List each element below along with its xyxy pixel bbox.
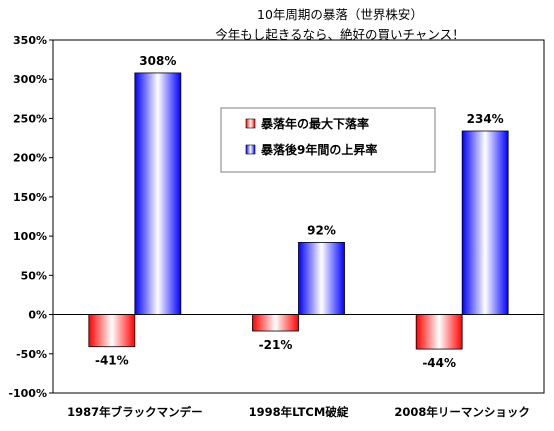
- data-label: 92%: [307, 223, 336, 237]
- chart-title-line-1: 10年周期の暴落（世界株安）: [257, 7, 423, 22]
- y-tick-label: -100%: [8, 387, 47, 400]
- x-category-label: 1998年LTCM破綻: [249, 405, 349, 419]
- data-label: -44%: [422, 356, 456, 370]
- bar-decline: [415, 314, 463, 350]
- x-category-label: 2008年リーマンショック: [394, 405, 530, 419]
- bar-decline: [252, 314, 299, 332]
- bar-rise: [134, 72, 182, 315]
- legend-label-rise: 暴落後9年間の上昇率: [260, 142, 377, 157]
- bars: [88, 72, 509, 350]
- y-tick-label: 250%: [13, 112, 47, 125]
- y-tick-label: 300%: [13, 73, 47, 86]
- y-tick-label: 100%: [13, 230, 47, 243]
- y-tick-label: 50%: [21, 269, 47, 282]
- chart-title-line-2: 今年もし起きるなら、絶好の買いチャンス！: [215, 27, 464, 42]
- bar-rise: [461, 130, 509, 315]
- x-category-label: 1987年ブラックマンデー: [67, 405, 203, 419]
- legend: 暴落年の最大下落率 暴落後9年間の上昇率: [220, 107, 436, 173]
- data-label: -41%: [95, 354, 129, 368]
- x-axis: 1987年ブラックマンデー 1998年LTCM破綻 2008年リーマンショック: [67, 405, 530, 419]
- y-tick-label: 350%: [13, 34, 47, 47]
- legend-box: [220, 107, 436, 173]
- data-labels: -41% 308% -21% 92% -44% 234%: [95, 54, 504, 370]
- data-label: -21%: [259, 338, 293, 352]
- bar-decline: [88, 314, 136, 348]
- data-label: 234%: [467, 112, 504, 126]
- y-tick-label: 200%: [13, 152, 47, 165]
- data-label: 308%: [139, 54, 176, 68]
- legend-label-decline: 暴落年の最大下落率: [260, 116, 369, 131]
- bar-rise: [298, 241, 345, 315]
- y-tick-label: 150%: [13, 191, 47, 204]
- y-tick-label: -50%: [16, 348, 47, 361]
- legend-swatch-blue: [245, 144, 256, 155]
- y-tick-label: 0%: [28, 309, 47, 322]
- legend-swatch-red: [245, 118, 256, 129]
